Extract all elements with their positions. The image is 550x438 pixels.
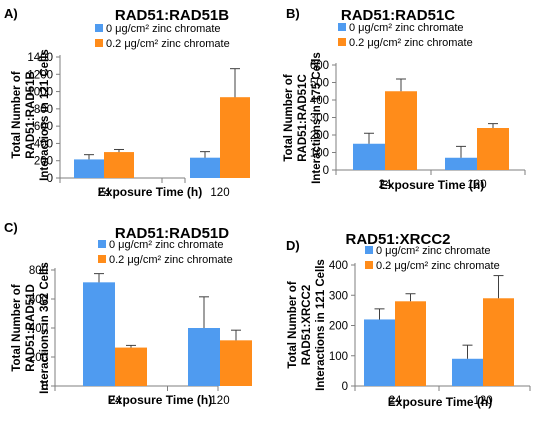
bar xyxy=(483,298,514,386)
x-axis-label: Exposure Time (h) xyxy=(108,393,212,407)
y-tick-label: 800 xyxy=(29,265,48,277)
bar xyxy=(385,91,417,170)
bar xyxy=(74,159,104,178)
x-tick-label: 120 xyxy=(210,395,229,407)
bar xyxy=(445,157,477,170)
bar xyxy=(452,358,483,386)
y-tick-label: 100 xyxy=(329,351,348,363)
chart-title: RAD51:RAD51B xyxy=(115,7,229,24)
y-tick-label: 1200 xyxy=(27,69,53,81)
chart-title: RAD51:RAD51D xyxy=(115,225,229,242)
x-axis-label: Exposure Time (h) xyxy=(98,185,202,199)
y-tick-label: 200 xyxy=(310,130,329,142)
legend-swatch xyxy=(338,38,346,46)
y-tick-label: 400 xyxy=(310,95,329,107)
x-tick-label: 24 xyxy=(389,395,402,407)
y-tick-label: 400 xyxy=(29,323,48,335)
legend-label: 0 μg/cm² zinc chromate xyxy=(376,245,491,257)
y-tick-label: 1000 xyxy=(27,87,53,99)
panel-letter: B) xyxy=(286,6,300,21)
panel-letter: A) xyxy=(4,6,18,21)
chart-title: RAD51:RAD51C xyxy=(341,7,455,24)
x-axis-label: Exposure Time (h) xyxy=(388,395,492,409)
y-tick-label: 0 xyxy=(47,173,53,185)
y-tick-label: 1400 xyxy=(27,52,53,64)
legend-label: 0 μg/cm² zinc chromate xyxy=(109,239,224,251)
y-axis-label: Interactions in 121 Cells xyxy=(315,259,327,391)
legend-swatch xyxy=(98,240,106,248)
y-tick-label: 200 xyxy=(29,352,48,364)
y-tick-label: 0 xyxy=(323,165,329,177)
y-tick-label: 400 xyxy=(34,138,53,150)
bar xyxy=(395,301,426,386)
y-axis-label: Interactions in 362 Cells xyxy=(39,262,51,394)
y-axis-label: Total Number of xyxy=(283,74,295,161)
bar xyxy=(477,128,509,170)
y-tick-label: 600 xyxy=(310,60,329,72)
y-axis-label: Total Number of xyxy=(287,281,299,368)
y-tick-label: 0 xyxy=(42,381,48,393)
legend-swatch xyxy=(95,24,103,32)
legend-label: 0.2 μg/cm² zinc chromate xyxy=(349,37,473,49)
legend-swatch xyxy=(95,39,103,47)
bar xyxy=(220,340,252,386)
x-tick-label: 24 xyxy=(98,187,111,199)
x-axis-label: Exposure Time (h) xyxy=(380,178,484,192)
bar xyxy=(353,143,385,170)
y-tick-label: 100 xyxy=(310,148,329,160)
bar xyxy=(188,328,220,386)
y-tick-label: 0 xyxy=(342,381,348,393)
legend-swatch xyxy=(338,23,346,31)
x-tick-label: 24 xyxy=(379,179,392,191)
y-tick-label: 600 xyxy=(34,121,53,133)
y-tick-label: 200 xyxy=(329,321,348,333)
panel-letter: C) xyxy=(4,220,18,235)
y-tick-label: 200 xyxy=(34,156,53,168)
bar xyxy=(83,282,115,386)
legend-label: 0.2 μg/cm² zinc chromate xyxy=(106,38,230,50)
bar xyxy=(364,319,395,386)
y-tick-label: 300 xyxy=(310,113,329,125)
x-tick-label: 120 xyxy=(467,179,486,191)
x-tick-label: 120 xyxy=(473,395,492,407)
bar xyxy=(220,97,250,178)
y-axis-label: Interactions in 175 Cells xyxy=(311,52,323,184)
y-axis-label: RAD51:RAD51B xyxy=(25,71,37,159)
legend-label: 0 μg/cm² zinc chromate xyxy=(106,23,221,35)
y-axis-label: Interactions in 121 Cells xyxy=(39,49,51,181)
bar xyxy=(115,347,147,386)
legend-swatch xyxy=(365,261,373,269)
y-axis-label: RAD51:RAD51D xyxy=(25,284,37,372)
y-tick-label: 500 xyxy=(310,78,329,90)
y-tick-label: 400 xyxy=(329,260,348,272)
legend-label: 0.2 μg/cm² zinc chromate xyxy=(376,260,500,272)
x-tick-label: 120 xyxy=(210,187,229,199)
chart-title: RAD51:XRCC2 xyxy=(345,231,450,248)
y-tick-label: 800 xyxy=(34,104,53,116)
panel-letter: D) xyxy=(286,238,300,253)
y-axis-label: Total Number of xyxy=(11,284,23,371)
y-axis-label: Total Number of xyxy=(11,71,23,158)
x-tick-label: 24 xyxy=(109,395,122,407)
y-tick-label: 300 xyxy=(329,290,348,302)
legend-label: 0 μg/cm² zinc chromate xyxy=(349,22,464,34)
legend-label: 0.2 μg/cm² zinc chromate xyxy=(109,254,233,266)
y-axis-label: RAD51:RAD51C xyxy=(297,74,309,162)
legend-swatch xyxy=(365,246,373,254)
y-tick-label: 600 xyxy=(29,294,48,306)
bar xyxy=(104,152,134,178)
y-axis-label: RAD51:XRCC2 xyxy=(301,285,313,366)
bar xyxy=(190,157,220,178)
legend-swatch xyxy=(98,255,106,263)
